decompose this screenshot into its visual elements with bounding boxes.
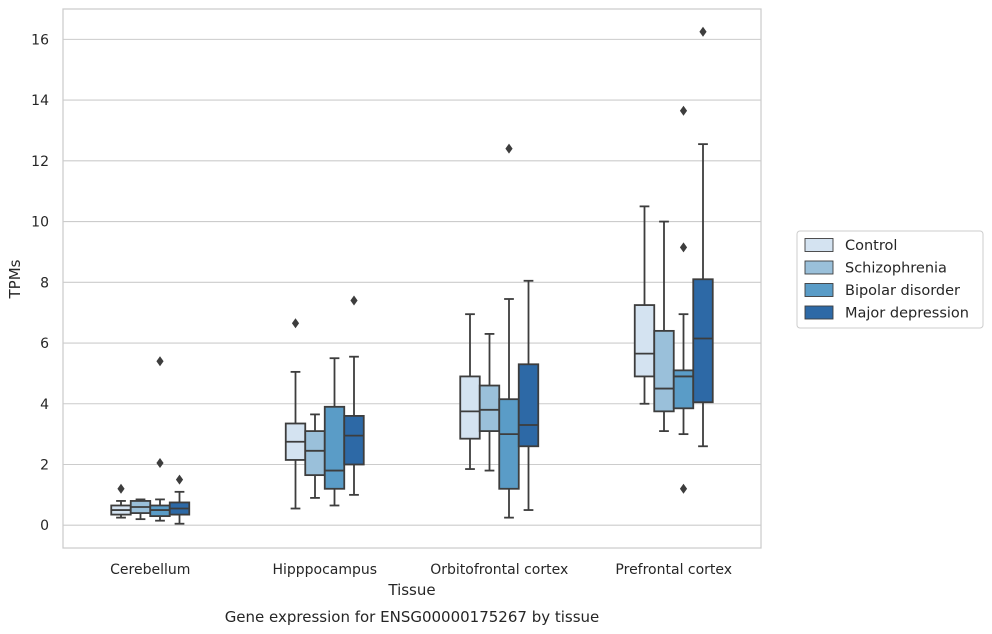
box-body [633, 304, 656, 378]
outlier-point [679, 483, 688, 494]
outlier-point [505, 143, 513, 154]
legend: Control Schizophrenia Bipolar disorder Majo… [796, 230, 984, 329]
legend-swatch [804, 260, 834, 275]
y-tick-label: 14 [31, 93, 49, 109]
x-axis-label: Tissue [387, 581, 435, 599]
legend-label: Schizophrenia [845, 261, 947, 277]
box-body [692, 278, 714, 404]
legend-swatch [804, 238, 834, 252]
x-tick-label: Hipppocampus [272, 562, 377, 578]
outlier-point [156, 457, 164, 468]
box-bipolar-disorder [498, 143, 520, 519]
box-bipolar-disorder [323, 357, 346, 507]
x-tick-label: Prefrontal cortex [615, 562, 732, 578]
legend-swatch [804, 305, 834, 320]
x-tick-labels: Cerebellum Hipppocampus Orbitofrontal cort… [110, 562, 732, 578]
legend-label: Bipolar disorder [845, 283, 960, 299]
y-tick-label: 16 [31, 32, 49, 48]
box-body [459, 375, 481, 440]
y-tick-label: 4 [40, 397, 49, 413]
box-bipolar-disorder [672, 105, 695, 494]
y-gridlines [63, 38, 761, 526]
box-major-depression [692, 26, 714, 448]
outlier-point [679, 105, 688, 116]
y-axis-label: TPMs [6, 259, 24, 299]
box-schizophrenia [653, 220, 675, 432]
box-body [498, 398, 520, 490]
box-major-depression [517, 279, 540, 511]
outlier-point [679, 242, 688, 253]
box-control [284, 318, 307, 510]
legend-label: Major depression [845, 306, 969, 322]
y-tick-label: 12 [31, 154, 49, 170]
y-tick-label: 2 [40, 457, 49, 473]
outlier-point [291, 318, 300, 329]
y-tick-label: 0 [40, 518, 49, 534]
legend-frame [796, 230, 984, 329]
box-body [304, 430, 326, 477]
legend-entries: Control Schizophrenia Bipolar disorder Majo… [804, 238, 969, 322]
plot-frame [62, 8, 762, 549]
y-tick-label: 6 [40, 336, 49, 352]
y-tick-labels: 0 2 4 6 8 10 12 14 16 [31, 32, 49, 534]
box-control [633, 205, 656, 405]
box-body [478, 384, 501, 432]
outlier-point [350, 295, 358, 306]
y-tick-label: 8 [40, 275, 49, 291]
box-major-depression [343, 295, 365, 496]
box-body [323, 405, 346, 490]
box-body [517, 363, 540, 448]
box-control [459, 313, 481, 470]
box-body [653, 329, 675, 413]
box-body [343, 415, 365, 466]
chart-caption: Gene expression for ENSG00000175267 by t… [225, 608, 600, 626]
legend-swatch [804, 283, 834, 297]
outlier-point [699, 26, 707, 37]
box-major-depression [168, 474, 191, 525]
x-tick-label: Orbitofrontal cortex [430, 562, 568, 578]
legend-label: Control [845, 238, 897, 254]
outlier-point [117, 483, 125, 494]
outlier-point [175, 474, 184, 485]
box-groups [110, 26, 714, 525]
outlier-point [156, 356, 164, 367]
x-tick-label: Cerebellum [110, 562, 190, 578]
y-tick-label: 10 [31, 215, 49, 231]
